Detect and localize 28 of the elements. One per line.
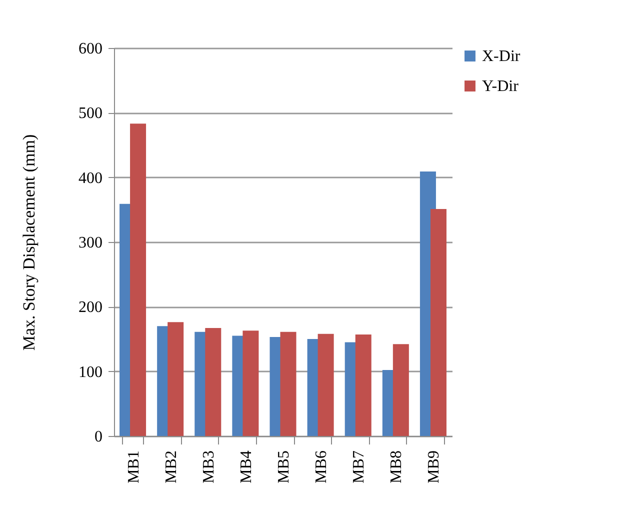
bar — [205, 328, 222, 436]
bar — [168, 322, 184, 436]
y-tick-label: 300 — [78, 234, 102, 252]
y-tick-label: 500 — [78, 105, 102, 122]
legend-label: Y-Dir — [482, 78, 520, 95]
bar — [355, 334, 372, 436]
x-tick-label: MB4 — [238, 450, 255, 484]
x-tick-label: MB3 — [200, 450, 218, 484]
x-tick-label: MB1 — [125, 450, 142, 484]
x-tick-label: MB6 — [313, 450, 330, 484]
y-tick-label: 400 — [78, 170, 102, 187]
bar — [242, 330, 259, 436]
x-tick-label: MB2 — [162, 450, 180, 484]
x-tick-label: MB8 — [388, 450, 406, 484]
bar — [130, 124, 146, 436]
bar — [280, 332, 296, 436]
y-axis-title: Max. Story Displacement (mm) — [20, 134, 38, 351]
x-tick-label: MB5 — [276, 450, 292, 484]
y-tick-label: 200 — [78, 299, 102, 316]
bar — [430, 209, 446, 436]
bar — [392, 344, 409, 436]
y-tick-label: 100 — [78, 364, 102, 381]
legend-label: X-Dir — [482, 48, 521, 65]
bar — [318, 334, 334, 436]
y-tick-label: 600 — [78, 40, 102, 58]
y-tick-label: 0 — [94, 428, 102, 446]
x-tick-label: MB7 — [350, 450, 368, 484]
x-tick-label: MB9 — [426, 450, 443, 484]
